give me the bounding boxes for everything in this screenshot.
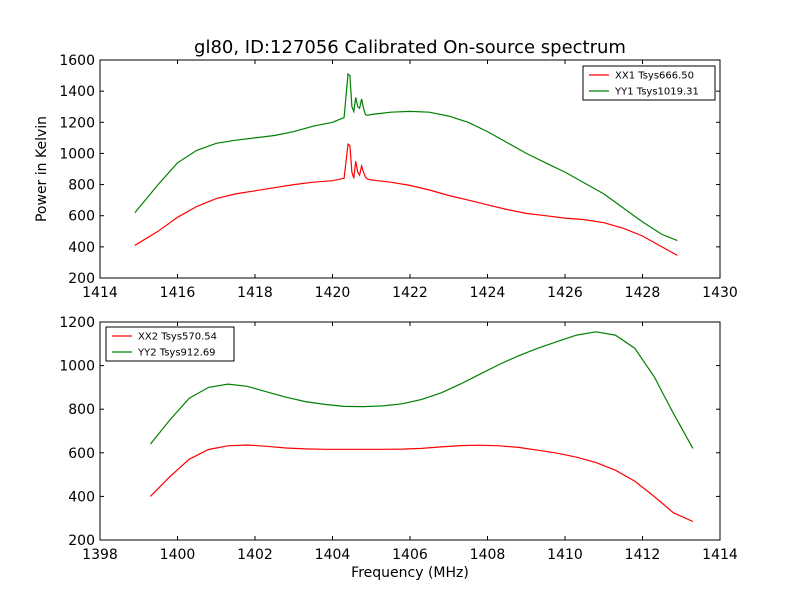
x-tick-label: 1422 (392, 285, 428, 301)
legend-entry: XX2 Tsys570.54 (138, 332, 217, 343)
x-tick-label: 1430 (702, 285, 738, 301)
y-tick-label: 1000 (59, 359, 95, 375)
y-tick-label: 600 (68, 209, 95, 225)
legend-entry: YY2 Tsys912.69 (137, 348, 216, 359)
legend-box (582, 65, 716, 101)
x-tick-label: 1404 (315, 547, 351, 563)
x-tick-label: 1408 (470, 547, 506, 563)
y-tick-label: 400 (68, 489, 95, 505)
x-axis-label: Frequency (MHz) (351, 565, 469, 581)
x-tick-label: 1418 (237, 285, 273, 301)
y-tick-label: 1600 (59, 53, 95, 69)
x-tick-label: 1398 (82, 547, 118, 563)
x-tick-label: 1416 (160, 285, 196, 301)
x-tick-label: 1420 (315, 285, 351, 301)
y-axis-label: Power in Kelvin (34, 116, 50, 222)
y-tick-label: 1200 (59, 315, 95, 331)
x-tick-label: 1410 (547, 547, 583, 563)
x-tick-label: 1424 (470, 285, 506, 301)
chart-title: gl80, ID:127056 Calibrated On-source spe… (194, 37, 626, 58)
x-tick-label: 1412 (625, 547, 661, 563)
x-tick-label: 1400 (160, 547, 196, 563)
legend-entry: XX1 Tsys666.50 (615, 71, 694, 82)
legend-entry: YY1 Tsys1019.31 (614, 87, 699, 98)
x-tick-label: 1414 (702, 547, 738, 563)
x-tick-label: 1402 (237, 547, 273, 563)
y-tick-label: 1000 (59, 146, 95, 162)
x-tick-label: 1414 (82, 285, 118, 301)
y-tick-label: 200 (68, 271, 95, 287)
x-tick-label: 1428 (625, 285, 661, 301)
y-tick-label: 600 (68, 446, 95, 462)
series-line-top-1 (134, 142, 678, 256)
y-tick-label: 200 (68, 533, 95, 549)
series-line-bottom-2 (149, 331, 694, 449)
x-tick-label: 1406 (392, 547, 428, 563)
top-panel: 1414 1416 1418 1420 1422 1424 1426 1428 1430 200 4… (34, 53, 738, 301)
series-line-bottom-1 (149, 444, 694, 523)
y-tick-label: 400 (68, 240, 95, 256)
x-tick-label: 1426 (547, 285, 583, 301)
bottom-panel: 1398 1400 1402 1404 1406 1408 1410 1412 1414 200 4… (59, 315, 738, 581)
y-tick-label: 800 (68, 402, 95, 418)
legend-box (105, 326, 235, 362)
y-tick-label: 1400 (59, 84, 95, 100)
y-tick-label: 800 (68, 178, 95, 194)
series-line-top-2 (134, 72, 678, 242)
y-tick-label: 1200 (59, 115, 95, 131)
